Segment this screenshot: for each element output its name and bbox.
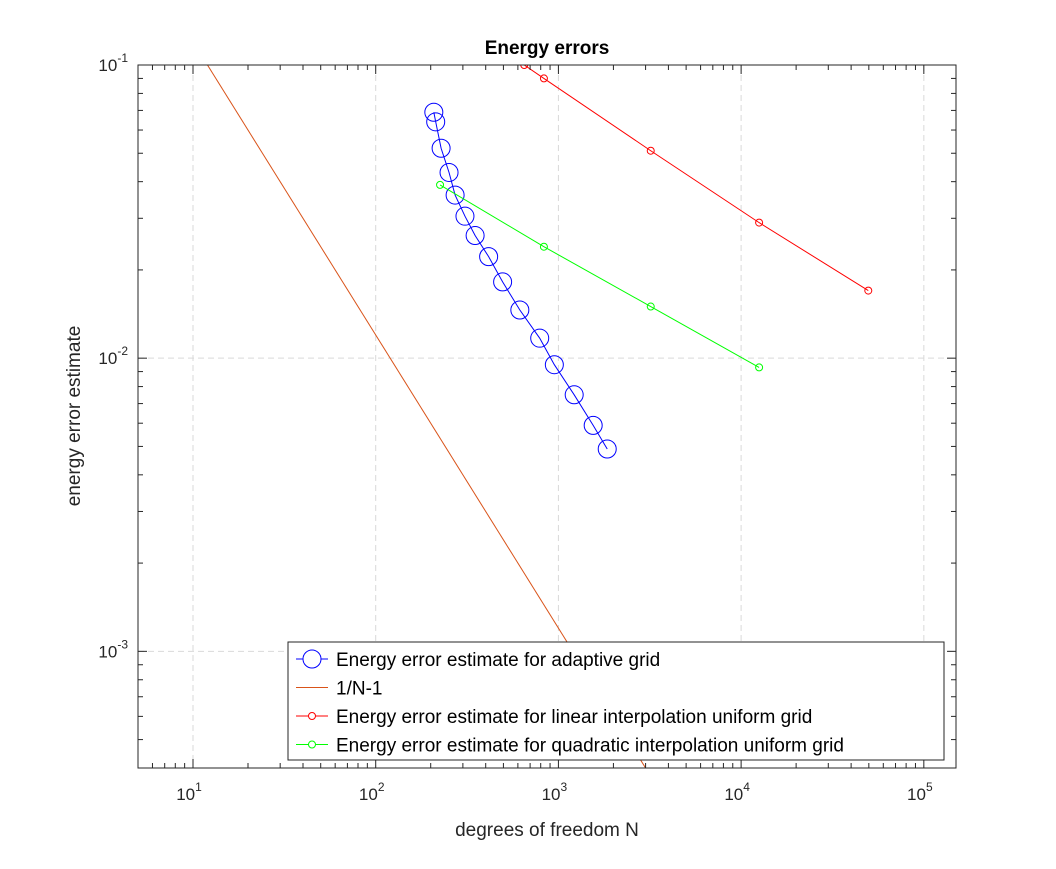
data-point xyxy=(439,162,459,182)
legend-label: Energy error estimate for adaptive grid xyxy=(336,650,660,671)
x-tick-label: 105 xyxy=(907,780,933,804)
legend-entry: 1/N-1 xyxy=(296,679,382,700)
data-point xyxy=(539,242,548,251)
data-point xyxy=(544,355,564,375)
data-point xyxy=(539,74,548,83)
y-tick-exponent: -2 xyxy=(117,344,128,358)
legend-box xyxy=(287,641,945,761)
y-tick-base: 10 xyxy=(98,349,117,368)
data-point xyxy=(510,300,530,320)
data-point xyxy=(431,138,451,158)
x-tick-exponent: 5 xyxy=(926,780,933,794)
x-axis-label: degrees of freedom N xyxy=(455,820,639,841)
series-1 xyxy=(424,102,617,459)
series-line xyxy=(439,184,760,368)
y-tick-label: 10-3 xyxy=(98,637,128,661)
x-tick-label: 101 xyxy=(176,780,202,804)
data-point xyxy=(520,65,529,69)
y-tick-label: 10-2 xyxy=(98,344,128,368)
data-point xyxy=(479,247,499,267)
data-point xyxy=(455,206,475,226)
data-point xyxy=(755,218,764,227)
x-tick-label: 103 xyxy=(542,780,568,804)
legend-label: 1/N-1 xyxy=(336,679,382,700)
x-tick-base: 10 xyxy=(542,785,561,804)
legend-marker xyxy=(308,740,316,749)
x-tick-base: 10 xyxy=(724,785,743,804)
y-tick-label: 10-1 xyxy=(98,51,128,75)
legend-entry: Energy error estimate for linear interpo… xyxy=(296,707,812,728)
x-tick-exponent: 3 xyxy=(561,780,568,794)
y-tick-exponent: -3 xyxy=(117,637,128,651)
data-point xyxy=(465,226,485,246)
data-point xyxy=(530,328,550,348)
x-tick-base: 10 xyxy=(359,785,378,804)
data-point xyxy=(436,180,445,189)
legend-entry: Energy error estimate for quadratic inte… xyxy=(296,736,844,757)
data-point xyxy=(755,363,764,372)
series-3 xyxy=(520,65,873,295)
x-tick-exponent: 2 xyxy=(378,780,385,794)
x-tick-exponent: 4 xyxy=(743,780,750,794)
series-4 xyxy=(436,180,764,372)
data-point xyxy=(646,302,655,311)
y-tick-exponent: -1 xyxy=(117,51,128,65)
data-point xyxy=(424,102,444,122)
legend-label: Energy error estimate for quadratic inte… xyxy=(336,736,844,757)
series-line xyxy=(433,112,608,450)
chart-title: Energy errors xyxy=(485,38,610,59)
y-tick-base: 10 xyxy=(98,642,117,661)
data-point xyxy=(864,286,873,295)
data-series xyxy=(207,65,873,768)
x-tick-base: 10 xyxy=(907,785,926,804)
data-point xyxy=(583,415,603,435)
axes-box xyxy=(137,64,957,769)
legend-label: Energy error estimate for linear interpo… xyxy=(336,707,812,728)
x-tick-exponent: 1 xyxy=(195,780,202,794)
data-point xyxy=(426,112,446,132)
legend-marker xyxy=(302,649,322,669)
data-point xyxy=(564,385,584,405)
y-axis-label: energy error estimate xyxy=(64,326,85,507)
x-tick-label: 104 xyxy=(724,780,750,804)
legend-entry: Energy error estimate for adaptive grid xyxy=(296,649,660,671)
x-tick-label: 102 xyxy=(359,780,385,804)
data-point xyxy=(493,272,513,292)
x-tick-base: 10 xyxy=(176,785,195,804)
data-point xyxy=(597,439,617,459)
data-point xyxy=(646,146,655,155)
data-point xyxy=(445,185,465,205)
series-line xyxy=(523,65,869,292)
legend: Energy error estimate for adaptive grid 1… xyxy=(287,641,945,761)
legend-marker xyxy=(308,712,316,720)
y-tick-base: 10 xyxy=(98,56,117,75)
